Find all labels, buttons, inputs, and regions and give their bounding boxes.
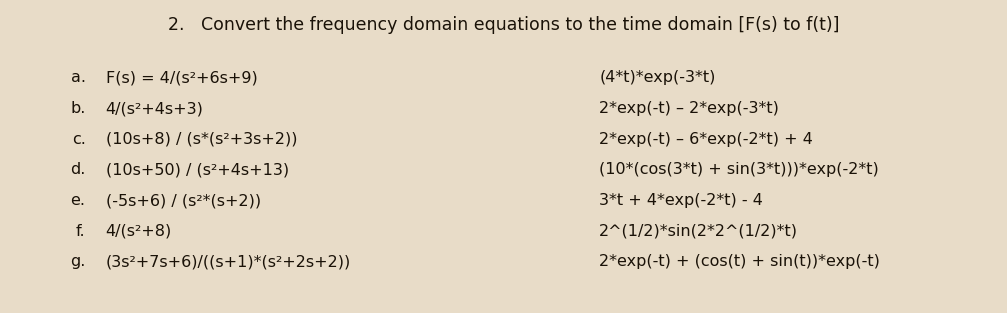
Text: d.: d. xyxy=(70,162,86,177)
Text: (3s²+7s+6)/((s+1)*(s²+2s+2)): (3s²+7s+6)/((s+1)*(s²+2s+2)) xyxy=(106,254,351,269)
Text: (10*(cos(3*t) + sin(3*t)))*exp(-2*t): (10*(cos(3*t) + sin(3*t)))*exp(-2*t) xyxy=(599,162,879,177)
Text: (4*t)*exp(-3*t): (4*t)*exp(-3*t) xyxy=(599,70,716,85)
Text: c.: c. xyxy=(71,132,86,147)
Text: (-5s+6) / (s²*(s+2)): (-5s+6) / (s²*(s+2)) xyxy=(106,193,261,208)
Text: g.: g. xyxy=(70,254,86,269)
Text: 2^(1/2)*sin(2*2^(1/2)*t): 2^(1/2)*sin(2*2^(1/2)*t) xyxy=(599,224,799,239)
Text: b.: b. xyxy=(70,101,86,116)
Text: (10s+50) / (s²+4s+13): (10s+50) / (s²+4s+13) xyxy=(106,162,289,177)
Text: 3*t + 4*exp(-2*t) - 4: 3*t + 4*exp(-2*t) - 4 xyxy=(599,193,763,208)
Text: F(s) = 4/(s²+6s+9): F(s) = 4/(s²+6s+9) xyxy=(106,70,258,85)
Text: a.: a. xyxy=(70,70,86,85)
Text: 4/(s²+8): 4/(s²+8) xyxy=(106,224,172,239)
Text: e.: e. xyxy=(70,193,86,208)
Text: 2*exp(-t) – 6*exp(-2*t) + 4: 2*exp(-t) – 6*exp(-2*t) + 4 xyxy=(599,132,813,147)
Text: 2*exp(-t) + (cos(t) + sin(t))*exp(-t): 2*exp(-t) + (cos(t) + sin(t))*exp(-t) xyxy=(599,254,880,269)
Text: 2*exp(-t) – 2*exp(-3*t): 2*exp(-t) – 2*exp(-3*t) xyxy=(599,101,779,116)
Text: (10s+8) / (s*(s²+3s+2)): (10s+8) / (s*(s²+3s+2)) xyxy=(106,132,297,147)
Text: 4/(s²+4s+3): 4/(s²+4s+3) xyxy=(106,101,203,116)
Text: f.: f. xyxy=(76,224,86,239)
Text: 2.   Convert the frequency domain equations to the time domain [F(s) to f(t)]: 2. Convert the frequency domain equation… xyxy=(168,16,839,34)
